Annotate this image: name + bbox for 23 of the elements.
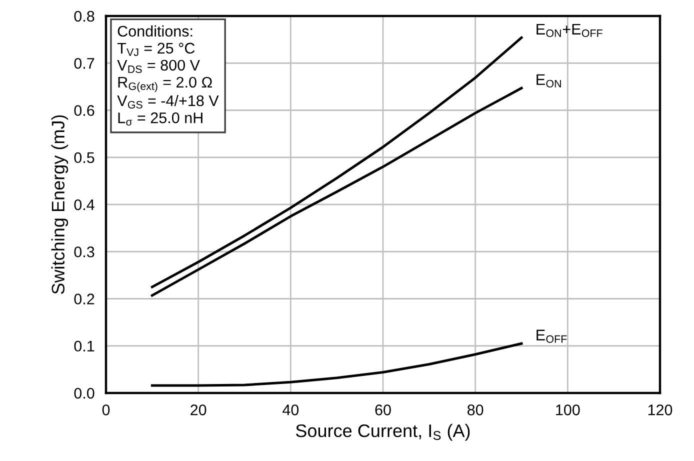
line-series (150, 342, 523, 387)
y-tick-label: 0.8 (74, 10, 94, 22)
x-tick-label: 0 (102, 404, 110, 416)
series-label: E$_{OFF}$ (536, 330, 567, 343)
x-tick-label: 20 (190, 404, 206, 416)
series-label: E$_{ON}$ (536, 74, 561, 88)
y-axis-title: Switching Energy (mJ) (51, 115, 68, 294)
x-tick-label: 120 (648, 404, 672, 416)
y-tick-label: 0.5 (74, 152, 94, 164)
text: Conditions: T$_{VJ}$ = 25 °C V$_{DS}$ = 800 V R$_{G(ext)}$ = 2.0 Ω V$_{GS}$ = -4/+18 V L$_{σ}$ = 25.0 nH (117, 25, 219, 126)
x-axis-title: Source Current, I$_{S}$ (A) (296, 424, 470, 441)
x-tick-label: 60 (375, 404, 391, 416)
x-tick-label: 40 (282, 404, 299, 416)
x-tick-label: 100 (556, 404, 580, 416)
y-tick-label: 0.0 (74, 388, 94, 399)
y-tick-label: 0.6 (74, 105, 94, 116)
y-tick-label: 0.1 (74, 340, 94, 352)
y-tick-label: 0.4 (74, 199, 94, 210)
x-tick-label: 80 (468, 404, 484, 416)
y-tick-label: 0.7 (74, 58, 94, 69)
series-label: E$_{ON}$+E$_{OFF}$ (536, 24, 602, 38)
y-tick-label: 0.2 (74, 294, 94, 304)
y-tick-label: 0.3 (74, 246, 94, 258)
